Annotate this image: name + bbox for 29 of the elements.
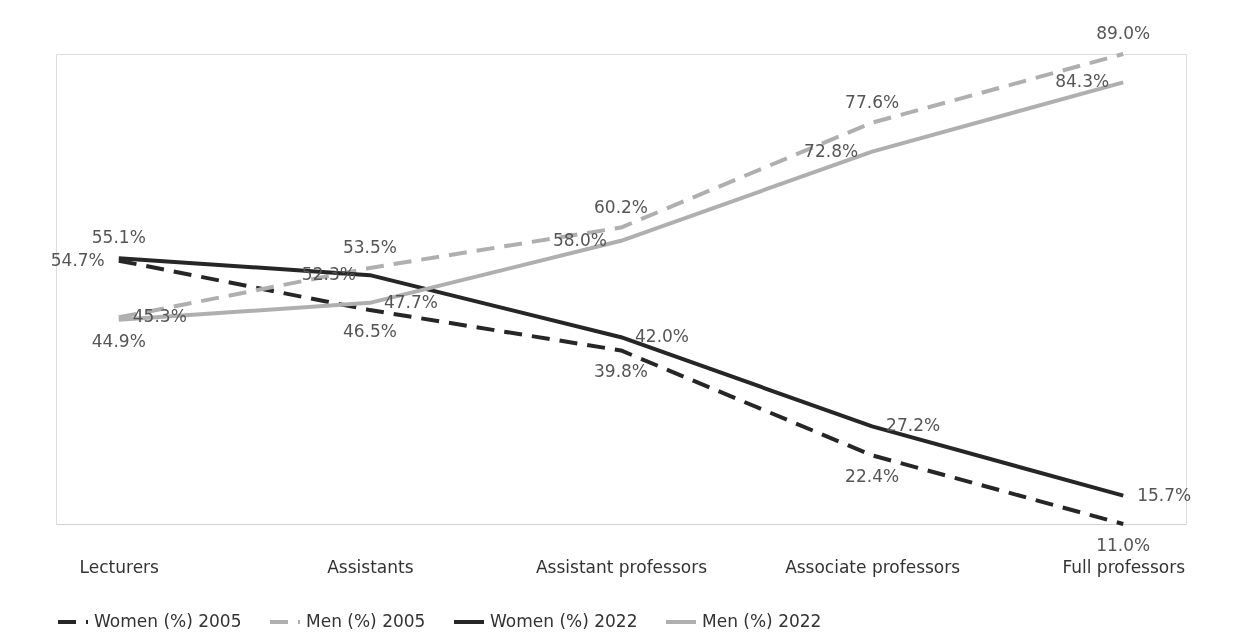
- data-label: 39.8%: [593, 361, 649, 382]
- data-label: 11.0%: [1096, 535, 1151, 555]
- data-label: 55.1%: [91, 227, 146, 248]
- data-label: 60.2%: [593, 196, 649, 217]
- legend-label: Men (%) 2022: [702, 611, 822, 631]
- data-label: 58.0%: [552, 229, 607, 250]
- data-label: 52.3%: [301, 264, 356, 285]
- data-label: 15.7%: [1137, 484, 1192, 505]
- x-tick-label: Assistant professors: [535, 556, 708, 577]
- data-label: 54.7%: [50, 249, 105, 270]
- data-label: 46.5%: [342, 321, 397, 342]
- x-tick-label: Lecturers: [79, 556, 160, 577]
- x-tick-label: Associate professors: [785, 556, 961, 577]
- data-label: 77.6%: [845, 91, 900, 112]
- data-label: 53.5%: [342, 236, 397, 257]
- data-label: 72.8%: [804, 140, 859, 161]
- data-label: 27.2%: [886, 415, 941, 436]
- data-label: 84.3%: [1055, 71, 1110, 92]
- data-label: 44.9%: [91, 330, 146, 351]
- legend-label: Women (%) 2022: [490, 611, 638, 631]
- data-label: 45.3%: [132, 306, 187, 327]
- data-label: 42.0%: [635, 326, 690, 347]
- legend-label: Women (%) 2005: [94, 611, 242, 631]
- data-label: 22.4%: [845, 466, 900, 487]
- x-tick-label: Full professors: [1062, 556, 1186, 577]
- x-tick-label: Assistants: [327, 556, 414, 577]
- data-label: 89.0%: [1096, 23, 1151, 43]
- legend-label: Men (%) 2005: [306, 611, 426, 631]
- data-label: 47.7%: [383, 291, 438, 312]
